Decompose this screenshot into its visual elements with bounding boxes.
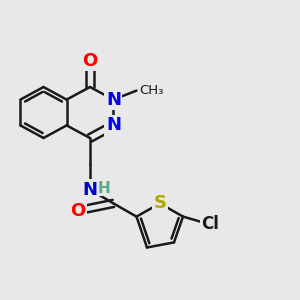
Text: N: N: [106, 91, 121, 109]
Text: N: N: [106, 116, 121, 134]
Text: N: N: [82, 181, 98, 199]
Text: O: O: [82, 52, 98, 70]
Text: S: S: [153, 194, 167, 212]
Text: O: O: [70, 202, 86, 220]
Text: H: H: [98, 181, 111, 196]
Text: CH₃: CH₃: [140, 84, 164, 97]
Text: Cl: Cl: [201, 215, 219, 233]
